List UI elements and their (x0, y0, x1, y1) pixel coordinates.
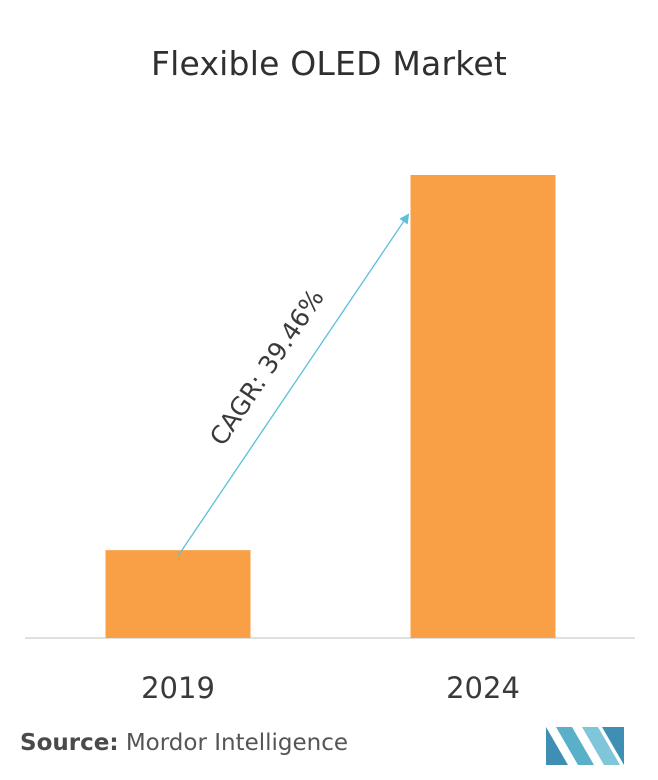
chart-title: Flexible OLED Market (150, 44, 508, 83)
x-tick-label-2024: 2024 (446, 671, 520, 705)
cagr-arrow (177, 213, 410, 557)
cagr-label: CAGR: 39.46% (204, 284, 330, 451)
source-credit: Source: Mordor Intelligence (20, 730, 348, 756)
bar-2024 (410, 175, 556, 638)
x-tick-label-2019: 2019 (141, 671, 215, 705)
source-text: Mordor Intelligence (125, 730, 349, 756)
mordor-intelligence-logo-icon (546, 727, 624, 765)
bar-2019 (105, 550, 251, 638)
source-label: Source: (20, 730, 119, 756)
